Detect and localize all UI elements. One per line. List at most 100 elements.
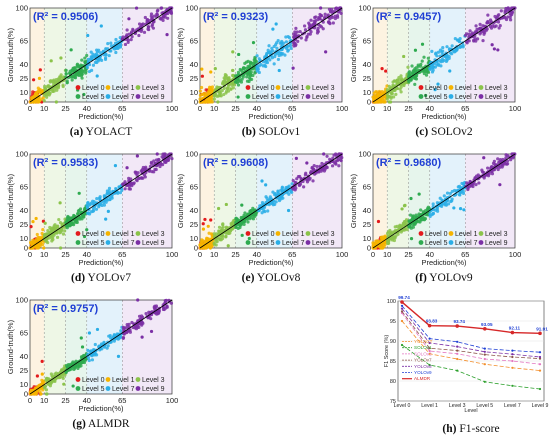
data-point xyxy=(236,70,241,75)
data-point xyxy=(114,37,118,42)
r2-label: (R² = 0.9583) xyxy=(33,157,98,169)
data-point xyxy=(98,57,102,61)
outlier-point xyxy=(482,156,486,160)
data-point xyxy=(70,78,74,82)
data-point xyxy=(97,48,101,52)
panel-caption: (b) SOLOv1 xyxy=(242,126,301,138)
data-point xyxy=(121,336,125,340)
legend-label: Level 7 xyxy=(282,240,305,247)
data-point xyxy=(166,11,170,16)
scatter-panel-yolact: 0 10 25 40 65 100010254065100Prediction(%)Gro… xyxy=(6,4,178,139)
f1-series-point xyxy=(511,355,514,359)
data-point xyxy=(473,37,477,41)
x-tick-label: 65 xyxy=(288,250,296,259)
data-point xyxy=(271,190,275,194)
f1-series-point xyxy=(538,357,542,360)
legend-marker xyxy=(245,85,251,90)
f1-data-label: 99.74 xyxy=(398,295,410,300)
data-point xyxy=(71,74,75,79)
data-point xyxy=(414,74,419,78)
fit-line xyxy=(372,7,516,103)
legend-label: Level 0 xyxy=(425,85,448,92)
y-tick-label: 0 xyxy=(194,244,198,253)
data-point xyxy=(229,87,233,91)
y-tick-label: 25 xyxy=(20,74,28,83)
data-point xyxy=(145,18,149,22)
data-point xyxy=(477,181,481,185)
x-tick-label: 25 xyxy=(61,396,69,405)
outlier-point xyxy=(384,69,388,73)
data-point xyxy=(91,63,96,67)
data-point xyxy=(272,199,276,203)
f1-series-point xyxy=(400,310,404,313)
data-point xyxy=(293,30,297,34)
outlier-point xyxy=(80,345,85,349)
x-tick-label: 100 xyxy=(166,104,179,113)
data-point xyxy=(265,196,269,200)
data-point xyxy=(71,360,75,364)
legend-marker xyxy=(305,85,311,90)
data-point xyxy=(510,6,514,10)
y-tick-label: 10 xyxy=(20,380,28,389)
data-point xyxy=(93,342,97,347)
data-point xyxy=(422,55,426,59)
data-point xyxy=(402,227,407,231)
data-point xyxy=(161,18,165,22)
data-point xyxy=(222,92,226,97)
data-point xyxy=(49,372,53,376)
data-point xyxy=(35,232,39,237)
f1-series-point xyxy=(428,352,431,355)
caption-letter: (b) xyxy=(242,126,256,138)
y-axis-label: Ground-truth(%) xyxy=(176,173,185,228)
data-point xyxy=(407,71,411,75)
data-point xyxy=(141,315,145,319)
x-tick-label: 25 xyxy=(231,104,239,113)
y-tick-label: 100 xyxy=(358,4,371,13)
data-point xyxy=(246,71,250,75)
data-point xyxy=(91,209,96,213)
y-tick-label: 40 xyxy=(190,206,198,215)
legend-marker xyxy=(105,240,111,245)
outlier-point xyxy=(43,221,47,225)
data-point xyxy=(386,230,390,234)
data-point xyxy=(474,24,478,28)
data-point xyxy=(445,191,450,195)
legend-label: Level 9 xyxy=(312,240,335,247)
data-point xyxy=(242,66,246,70)
x-tick-label: 0 xyxy=(198,250,202,259)
data-point xyxy=(276,57,281,62)
data-point xyxy=(438,58,442,63)
data-point xyxy=(399,74,403,78)
data-point xyxy=(436,50,441,54)
x-axis-label: Prediction(%) xyxy=(78,404,124,413)
data-point xyxy=(198,243,203,247)
data-point xyxy=(406,65,410,69)
caption-letter: (f) xyxy=(415,272,427,284)
f1-legend-label: YOLOv7 xyxy=(414,358,432,363)
data-point xyxy=(199,85,204,90)
outlier-point xyxy=(37,100,41,104)
outlier-point xyxy=(420,42,425,46)
data-point xyxy=(268,197,272,201)
data-point xyxy=(430,49,434,53)
data-point xyxy=(104,200,108,204)
f1-y-tick-label: 85 xyxy=(390,359,396,365)
f1-data-label: 93.05 xyxy=(481,322,493,327)
data-point xyxy=(478,26,482,31)
data-point xyxy=(238,67,242,72)
scatter-panel-yolov9: 0 10 25 40 65 100010254065100Prediction(%)Gro… xyxy=(349,150,521,285)
y-tick-label: 65 xyxy=(190,36,198,45)
outlier-point xyxy=(436,82,440,86)
data-point xyxy=(132,181,136,185)
outlier-point xyxy=(409,237,414,241)
data-point xyxy=(504,153,508,157)
f1-series-point xyxy=(483,353,486,356)
f1-series-point xyxy=(428,341,431,345)
x-tick-label: 65 xyxy=(118,104,126,113)
data-point xyxy=(163,160,167,164)
f1-series-point xyxy=(456,369,459,372)
legend-marker xyxy=(418,231,424,236)
data-point xyxy=(131,28,135,33)
data-point xyxy=(45,95,49,99)
y-tick-label: 65 xyxy=(363,36,371,45)
